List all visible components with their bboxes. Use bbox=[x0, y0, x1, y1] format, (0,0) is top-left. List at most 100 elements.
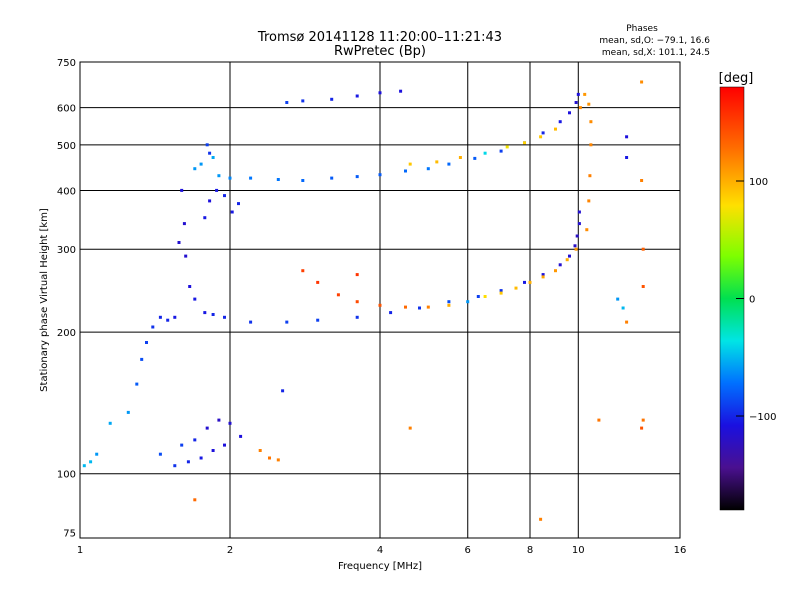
data-point bbox=[576, 92, 580, 96]
x-tick-label: 1 bbox=[77, 545, 83, 556]
data-point bbox=[355, 300, 359, 304]
data-point bbox=[483, 151, 487, 155]
data-point bbox=[541, 273, 545, 277]
data-point bbox=[625, 156, 629, 159]
data-point bbox=[399, 89, 403, 93]
data-point bbox=[301, 269, 305, 273]
y-tick-label: 75 bbox=[63, 528, 76, 539]
data-point bbox=[641, 418, 645, 422]
data-point bbox=[435, 160, 439, 164]
data-point bbox=[577, 222, 581, 226]
data-point bbox=[258, 449, 262, 452]
data-point bbox=[208, 151, 212, 155]
data-point bbox=[301, 179, 305, 182]
data-point bbox=[597, 418, 601, 422]
data-point bbox=[199, 162, 203, 166]
data-point bbox=[583, 92, 587, 96]
data-point bbox=[355, 315, 359, 319]
data-point bbox=[276, 458, 280, 462]
data-point bbox=[95, 452, 99, 456]
data-point bbox=[577, 210, 581, 214]
data-point bbox=[523, 141, 526, 145]
data-point bbox=[523, 280, 526, 284]
x-tick-labels: 1 2 4 6 8 10 16 bbox=[77, 545, 687, 556]
data-point bbox=[574, 101, 578, 104]
x-tick-label: 10 bbox=[572, 545, 585, 556]
data-point bbox=[205, 426, 209, 430]
data-point bbox=[404, 169, 407, 173]
data-point bbox=[336, 293, 340, 297]
data-point bbox=[589, 143, 593, 147]
x-tick-label: 16 bbox=[674, 545, 687, 556]
data-point bbox=[554, 269, 557, 273]
data-point bbox=[587, 102, 591, 106]
data-point bbox=[541, 275, 545, 279]
data-point bbox=[203, 216, 207, 220]
phases-header: Phases bbox=[626, 24, 658, 34]
data-point bbox=[193, 438, 197, 442]
data-point bbox=[223, 443, 226, 447]
data-point bbox=[316, 318, 320, 322]
data-point bbox=[641, 247, 645, 251]
data-point bbox=[211, 449, 215, 452]
x-axis-label: Frequency [MHz] bbox=[338, 561, 422, 572]
data-point bbox=[408, 162, 412, 166]
data-point bbox=[193, 498, 197, 502]
data-point bbox=[330, 97, 334, 101]
y-tick-label: 100 bbox=[57, 470, 76, 481]
data-point bbox=[578, 106, 582, 110]
data-point bbox=[217, 418, 221, 422]
data-point bbox=[466, 300, 470, 304]
data-point bbox=[276, 178, 280, 181]
data-point bbox=[188, 285, 192, 288]
data-point bbox=[499, 291, 503, 295]
data-point bbox=[378, 303, 382, 307]
data-point bbox=[473, 156, 477, 160]
data-point bbox=[539, 135, 543, 139]
data-point bbox=[499, 149, 503, 153]
y-tick-label: 300 bbox=[57, 245, 76, 256]
data-point bbox=[541, 131, 545, 135]
data-point bbox=[640, 179, 644, 182]
data-point bbox=[223, 315, 226, 319]
data-point bbox=[447, 162, 451, 166]
x-tick-label: 2 bbox=[227, 545, 233, 556]
data-point bbox=[568, 111, 571, 115]
data-point bbox=[173, 464, 177, 468]
data-point bbox=[355, 273, 359, 277]
y-tick-label: 200 bbox=[57, 328, 76, 339]
data-point bbox=[505, 145, 509, 149]
data-point bbox=[249, 320, 253, 324]
y-tick-labels: 75 100 200 300 400 500 600 750 bbox=[57, 58, 76, 539]
data-point bbox=[230, 210, 234, 214]
data-point bbox=[574, 247, 578, 251]
data-point bbox=[447, 303, 451, 307]
data-point bbox=[625, 135, 629, 139]
data-point bbox=[228, 176, 232, 180]
data-point bbox=[316, 280, 320, 284]
data-point bbox=[573, 244, 577, 248]
phases-x-stats: mean, sd,X: 101.1, 24.5 bbox=[602, 48, 710, 58]
data-point bbox=[180, 443, 184, 447]
data-point bbox=[249, 176, 253, 180]
y-tick-label: 750 bbox=[57, 58, 76, 69]
data-point bbox=[285, 320, 289, 324]
data-point bbox=[211, 313, 215, 316]
data-point bbox=[126, 410, 130, 414]
data-point bbox=[151, 325, 155, 329]
data-point bbox=[186, 460, 190, 464]
data-point bbox=[193, 167, 197, 171]
data-point bbox=[389, 311, 393, 315]
grid-lines bbox=[80, 62, 680, 538]
colorbar-ticks: 100 0 −100 bbox=[736, 177, 776, 423]
y-tick-label: 500 bbox=[57, 141, 76, 152]
data-point bbox=[418, 306, 421, 310]
data-point bbox=[211, 156, 215, 159]
data-point bbox=[184, 254, 188, 258]
data-point bbox=[135, 382, 139, 386]
data-point bbox=[640, 426, 644, 430]
data-point bbox=[447, 300, 451, 304]
data-point bbox=[587, 199, 591, 203]
data-point bbox=[193, 297, 197, 301]
